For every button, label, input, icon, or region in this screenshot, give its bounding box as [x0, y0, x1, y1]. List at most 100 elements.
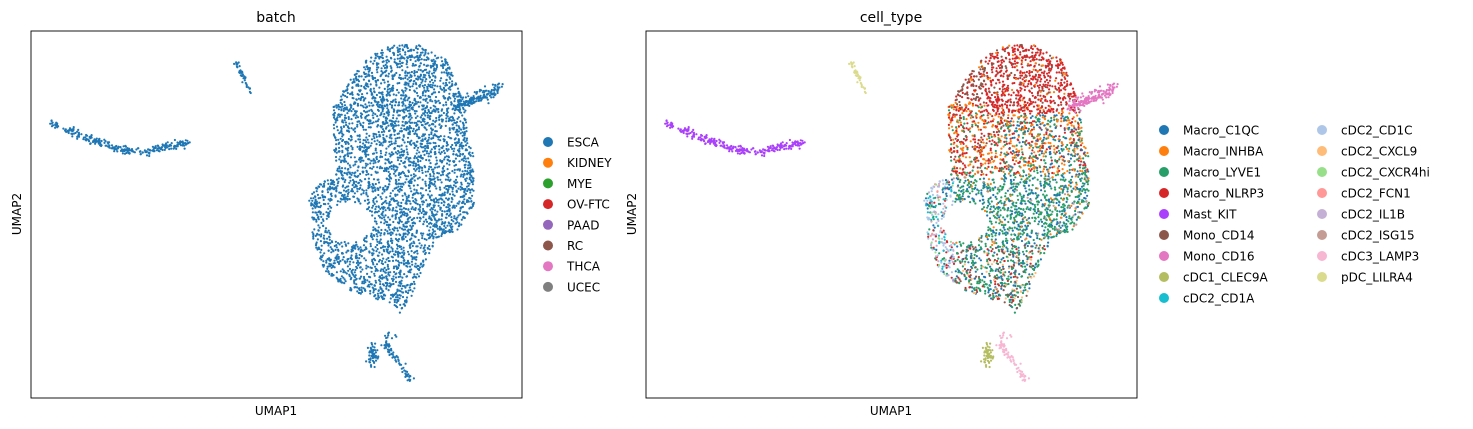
cell-point-macro-lyve1: [969, 175, 972, 178]
batch-point: [461, 205, 464, 208]
batch-point: [365, 169, 368, 172]
batch-point: [419, 96, 422, 99]
batch-point: [426, 205, 429, 208]
batch-point: [439, 206, 442, 209]
batch-point: [368, 201, 371, 204]
batch-point: [390, 122, 394, 125]
batch-point: [374, 351, 377, 354]
batch-point: [397, 284, 400, 287]
batch-point: [387, 114, 390, 117]
batch-point: [455, 128, 458, 131]
batch-point: [386, 248, 389, 251]
batch-point: [404, 207, 408, 211]
batch-point: [385, 69, 388, 72]
batch-point: [352, 128, 355, 131]
batch-point: [359, 147, 362, 150]
batch-point: [410, 190, 413, 193]
batch-point: [374, 288, 377, 291]
batch-point: [371, 74, 374, 78]
batch-point: [356, 123, 359, 126]
batch-point: [459, 152, 462, 156]
batch-point: [320, 221, 323, 224]
batch-point: [421, 78, 424, 81]
batch-point: [375, 133, 378, 136]
batch-point: [396, 62, 400, 65]
batch-point: [400, 127, 403, 130]
cell-point-macro-nlrp3: [1039, 52, 1042, 55]
batch-point: [385, 66, 388, 69]
batch-point: [365, 148, 368, 151]
batch-point: [402, 91, 405, 94]
batch-point: [344, 114, 347, 117]
batch-point: [471, 168, 474, 171]
cell-point-macro-nlrp3: [1009, 137, 1012, 140]
batch-point: [399, 273, 402, 276]
batch-point: [402, 366, 405, 369]
batch-point: [403, 207, 406, 210]
batch-point: [370, 210, 373, 213]
batch-point: [406, 260, 409, 264]
batch-point: [396, 152, 399, 155]
batch-point: [392, 282, 395, 286]
batch-point: [387, 242, 390, 246]
batch-point: [322, 224, 325, 228]
batch-point: [446, 178, 450, 181]
batch-point: [448, 127, 451, 130]
batch-point: [332, 274, 335, 277]
batch-point: [387, 109, 390, 112]
batch-point: [397, 263, 400, 266]
batch-point: [390, 167, 393, 170]
batch-point: [420, 123, 423, 127]
cell-point-macro-nlrp3: [985, 71, 989, 74]
batch-point: [123, 149, 126, 152]
batch-point: [451, 230, 454, 233]
batch-point: [355, 286, 359, 289]
batch-point: [356, 116, 360, 119]
cell-point-macro-c1qc: [1006, 189, 1010, 192]
cell-point-cdc2-cd1a: [953, 243, 956, 246]
batch-point: [364, 68, 367, 71]
batch-point: [422, 200, 425, 203]
batch-point: [415, 199, 418, 202]
batch-point: [434, 95, 438, 99]
batch-point: [405, 290, 408, 294]
cell-point-macro-lyve1: [1025, 207, 1028, 210]
batch-point: [342, 109, 345, 112]
batch-point: [385, 61, 388, 64]
batch-point: [388, 301, 391, 304]
batch-point: [350, 189, 353, 193]
batch-point: [426, 89, 429, 92]
cell-point-macro-lyve1: [958, 180, 961, 184]
batch-point: [426, 170, 430, 173]
batch-point: [363, 248, 366, 251]
batch-point: [394, 214, 397, 217]
batch-point: [402, 134, 405, 137]
batch-point: [398, 363, 401, 366]
cell-point-macro-nlrp3: [997, 133, 1000, 136]
batch-point: [173, 138, 176, 142]
batch-point: [441, 171, 444, 174]
batch-point: [386, 58, 389, 62]
batch-point: [345, 251, 348, 254]
batch-point: [413, 99, 416, 102]
batch-point: [412, 184, 415, 187]
batch-point: [424, 213, 427, 216]
batch-point: [472, 170, 475, 173]
batch-point: [457, 214, 460, 217]
cell-point-macro-c1qc: [1047, 172, 1050, 175]
cell-point-macro-lyve1: [1058, 158, 1061, 161]
batch-point: [399, 281, 402, 284]
batch-point: [428, 118, 432, 121]
batch-point: [329, 210, 332, 213]
batch-point: [392, 172, 396, 175]
batch-point: [457, 187, 460, 190]
cell-point-macro-nlrp3: [972, 75, 976, 78]
batch-point: [423, 63, 426, 66]
batch-point: [432, 235, 435, 238]
batch-point: [322, 198, 325, 202]
batch-point: [419, 263, 422, 266]
batch-point: [355, 243, 358, 246]
cell-point-mono-cd14: [1013, 73, 1016, 77]
batch-point: [349, 78, 352, 81]
batch-point: [94, 142, 97, 145]
